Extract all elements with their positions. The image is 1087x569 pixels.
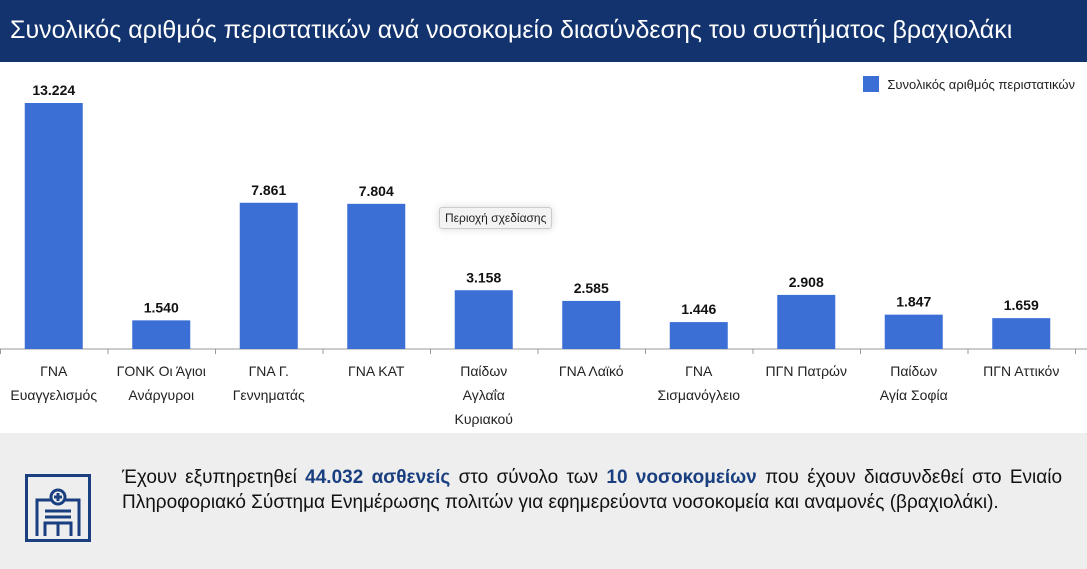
bar (347, 203, 406, 349)
patients-count: 44.032 ασθενείς (305, 467, 451, 488)
hospital-icon (25, 474, 91, 542)
data-label: 13.224 (32, 82, 75, 98)
bar (777, 294, 836, 349)
category-label: Παίδων (890, 363, 937, 379)
legend-swatch (863, 76, 880, 92)
category-label: ΓΝΑ (40, 363, 68, 379)
hospitals-count: 10 νοσοκομείων (606, 467, 757, 488)
category-label: ΓΝΑ ΚΑΤ (348, 363, 405, 379)
legend: Συνολικός αριθμός περιστατικών (863, 76, 1075, 92)
page-title: Συνολικός αριθμός περιστατικών ανά νοσοκ… (0, 0, 1087, 62)
bar (884, 314, 943, 349)
category-label: Κυριακού (455, 411, 513, 427)
bar (239, 202, 298, 349)
category-label: Παίδων (460, 363, 507, 379)
category-label: ΓΝΑ Λαϊκό (559, 363, 624, 379)
category-label: Σισμανόγλειο (658, 387, 741, 403)
summary-text: Έχουν εξυπηρετηθεί 44.032 ασθενείς στο σ… (122, 466, 1062, 515)
legend-label: Συνολικός αριθμός περιστατικών (887, 76, 1075, 92)
data-label: 2.908 (789, 274, 824, 290)
summary-part: Έχουν εξυπηρετηθεί (122, 467, 306, 488)
bar (562, 300, 621, 349)
category-label: ΠΓΝ Πατρών (766, 363, 847, 379)
summary-part: που έχουν διασυνδεθεί στο Ενιαίο Πληροφο… (122, 467, 1063, 513)
category-label: Γεννηματάς (233, 387, 305, 403)
data-label: 1.540 (144, 299, 179, 315)
category-label: ΓΝΑ Γ. (249, 363, 289, 379)
category-label: Ανάργυροι (128, 387, 194, 403)
category-label: Αγλαΐα (463, 387, 505, 403)
data-label: 7.804 (359, 183, 394, 199)
category-label: ΓΟΝΚ Οι Άγιοι (117, 363, 206, 379)
data-label: 3.158 (466, 269, 501, 285)
category-label: ΠΓΝ Αττικόν (983, 363, 1059, 379)
bar (24, 103, 83, 349)
bar (992, 318, 1051, 349)
data-label: 1.659 (1004, 297, 1039, 313)
category-label: Αγία Σοφία (880, 387, 948, 403)
tooltip: Περιοχή σχεδίασης (439, 207, 553, 229)
category-label: ΓΝΑ (685, 363, 713, 379)
bar (454, 290, 513, 349)
bar-chart: 13.224 ΓΝΑ Ευαγγελισμός 1.540 ΓΟΝΚ Οι Άγιοι Α… (0, 82, 1087, 427)
bar (669, 322, 728, 349)
summary-part: στο σύνολο των (450, 467, 607, 488)
category-label: Ευαγγελισμός (10, 387, 97, 403)
data-label: 7.861 (251, 182, 286, 198)
data-label: 2.585 (574, 280, 609, 296)
summary-panel: Έχουν εξυπηρετηθεί 44.032 ασθενείς στο σ… (0, 433, 1087, 569)
data-label: 1.446 (681, 301, 716, 317)
bar (132, 320, 191, 349)
data-label: 1.847 (896, 294, 931, 310)
